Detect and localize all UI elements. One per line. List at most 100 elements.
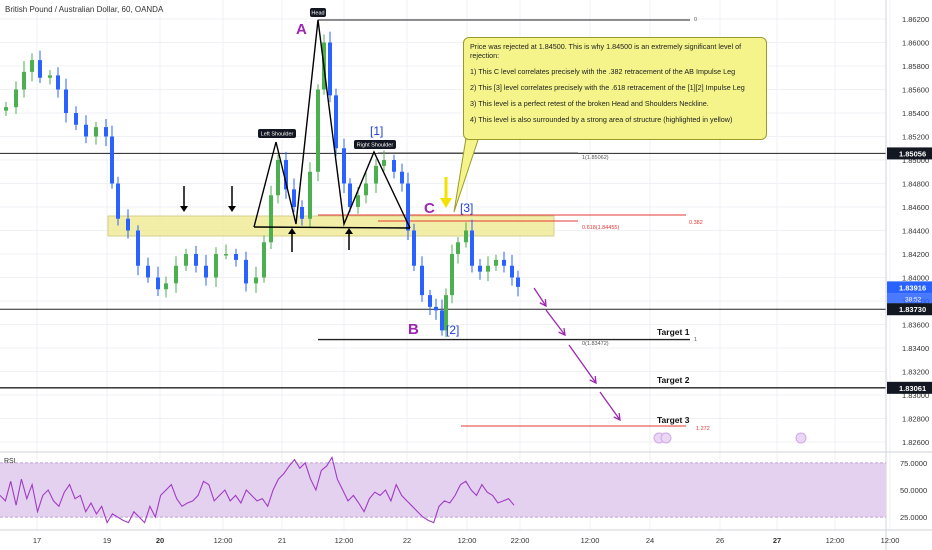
- candle: [164, 283, 168, 290]
- event-icon: [795, 432, 807, 444]
- down-arrow-head-icon: [228, 206, 236, 212]
- left-shoulder-label: Left Shoulder: [261, 132, 294, 138]
- candle: [284, 160, 288, 190]
- price-label: 1.83916: [899, 283, 926, 292]
- rsi-line: [0, 455, 515, 524]
- head-label: Head: [311, 11, 324, 17]
- candle: [464, 230, 468, 243]
- neckline: [253, 226, 411, 229]
- candle: [184, 254, 188, 266]
- time-tick: 12:00: [458, 536, 477, 545]
- time-tick: 12:00: [214, 536, 233, 545]
- note-line: 4) This level is also surrounded by a st…: [470, 115, 733, 125]
- candle: [84, 124, 88, 137]
- wave-2-label: [2]: [446, 323, 459, 337]
- price-tick: 1.85200: [902, 133, 929, 142]
- price-tick: 1.82600: [902, 438, 929, 447]
- time-axis: 17 19 20 12:00 21 12:00 22 12:00 22:00 12:00 24 26 2…: [0, 529, 932, 545]
- candle: [204, 265, 208, 278]
- candle: [502, 259, 506, 266]
- up-arrow-head-icon: [345, 228, 353, 234]
- candle: [348, 183, 352, 207]
- fib-0618-label: 0.618(1.84455): [582, 225, 619, 231]
- horizontal-levels: [0, 19, 886, 427]
- candle: [420, 265, 424, 296]
- projection-arrow-head-icon: [589, 375, 597, 385]
- candle: [224, 254, 228, 256]
- down-arrow-head-icon: [180, 206, 188, 212]
- projection-arrow-head-icon: [539, 298, 547, 308]
- candle: [364, 183, 368, 196]
- candle: [342, 148, 346, 184]
- candle: [116, 183, 120, 219]
- point-A-label: A: [296, 21, 307, 38]
- fib-1272-label: 1.272: [696, 426, 710, 432]
- time-tick: 27: [773, 536, 781, 545]
- candle: [300, 207, 304, 219]
- note-line: Price was rejected at 1.84500. This is w…: [470, 42, 742, 61]
- rsi-tick: 75.0000: [900, 459, 927, 468]
- price-tick: 1.83000: [902, 391, 929, 400]
- price-tick: 1.84400: [902, 227, 929, 236]
- right-shoulder-label-bg: [354, 140, 396, 149]
- annotation-arrows: [180, 137, 621, 422]
- candle: [30, 60, 34, 72]
- candle: [22, 71, 26, 90]
- candle: [126, 218, 130, 231]
- time-tick: 19: [103, 536, 111, 545]
- note-line: 1) This C level correlates precisely wit…: [470, 67, 736, 77]
- structure-zone: [107, 215, 555, 237]
- candle: [146, 265, 150, 278]
- projection-arrow-head-icon: [558, 327, 566, 337]
- chart-title: British Pound / Australian Dollar, 60, O…: [5, 5, 164, 14]
- rsi-band: [0, 462, 886, 518]
- price-tick: 1.85600: [902, 86, 929, 95]
- candle: [244, 259, 248, 284]
- target-2-label: Target 2: [657, 375, 690, 385]
- point-B-label: B: [408, 321, 419, 338]
- candle: [136, 230, 140, 266]
- price-tick: 1.84600: [902, 203, 929, 212]
- candle: [214, 254, 218, 278]
- rsi-label: RSI: [4, 458, 16, 465]
- time-tick: 12:00: [881, 536, 900, 545]
- note-line: 3) This level is a perfect retest of the…: [470, 99, 709, 109]
- candle: [14, 89, 18, 108]
- time-tick: 22:00: [511, 536, 530, 545]
- note-pointer: [453, 137, 479, 213]
- rsi-tick: 50.0000: [900, 486, 927, 495]
- price-label: 1.85056: [899, 149, 926, 158]
- candle: [64, 89, 68, 113]
- candle: [444, 295, 448, 331]
- candle: [516, 277, 520, 287]
- candle: [308, 171, 312, 219]
- candle: [392, 160, 396, 172]
- candle: [110, 136, 114, 184]
- price-tick: 1.83600: [902, 321, 929, 330]
- left-shoulder-label-bg: [258, 129, 296, 138]
- candle: [450, 254, 454, 296]
- candle: [494, 259, 498, 266]
- rsi-panel: 75.0000 50.0000 25.0000: [0, 451, 932, 524]
- candle: [262, 242, 266, 278]
- up-arrow-head-icon: [288, 228, 296, 234]
- price-tick: 1.86200: [902, 15, 929, 24]
- rsi-tick: 25.0000: [900, 513, 927, 522]
- price-tick: 1.84000: [902, 274, 929, 283]
- candle: [440, 310, 444, 331]
- price-label: 1.83730: [899, 305, 926, 314]
- price-label-bg: [887, 381, 932, 394]
- candle: [434, 306, 438, 311]
- price-tick: 1.86000: [902, 39, 929, 48]
- pattern-outline: [253, 19, 411, 229]
- candle: [316, 89, 320, 172]
- projection-arrow-icon: [568, 344, 597, 384]
- time-tick: 22: [403, 536, 411, 545]
- target-3-label: Target 3: [657, 415, 690, 425]
- candle: [174, 265, 178, 284]
- candle: [48, 75, 52, 78]
- candle: [400, 171, 404, 184]
- price-tick: 1.85000: [902, 156, 929, 165]
- time-tick: 20: [156, 536, 164, 545]
